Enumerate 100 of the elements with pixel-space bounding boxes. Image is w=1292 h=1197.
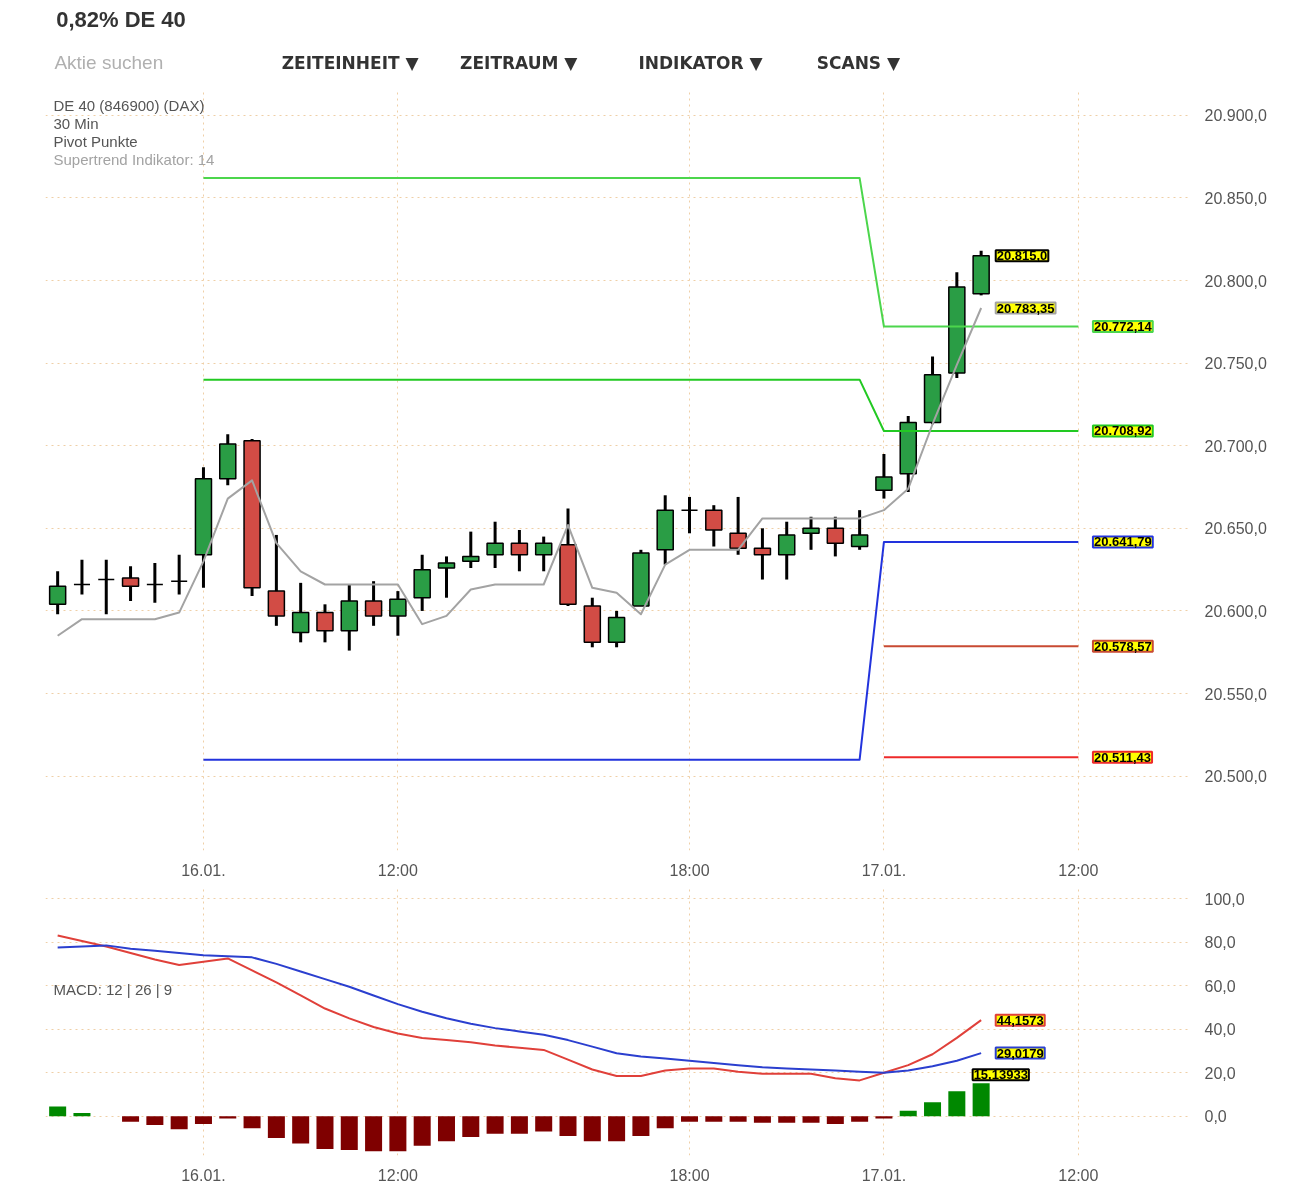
y-tick-label: 0,0 [1204, 1108, 1227, 1126]
bar [510, 1116, 528, 1134]
y-tick-label: 20.850,0 [1204, 189, 1267, 207]
x-tick-label: 12:00 [1058, 1166, 1099, 1184]
bar [924, 1102, 942, 1117]
y-tick-label: 20.600,0 [1204, 602, 1267, 620]
bar [948, 1091, 966, 1117]
bar [365, 1116, 383, 1152]
candlestick [875, 453, 893, 499]
y-tick-label: 20.900,0 [1204, 107, 1267, 125]
bar [875, 1116, 893, 1119]
candlestick [510, 529, 529, 572]
bar [972, 1083, 990, 1117]
bar [437, 1116, 455, 1142]
x-tick-label: 18:00 [669, 861, 710, 879]
candlestick [486, 521, 504, 568]
data-label: 20.772,14 [1093, 319, 1153, 335]
bar [243, 1116, 261, 1129]
y-tick-label: 20.550,0 [1204, 685, 1267, 703]
x-tick-label: 17.01. [861, 861, 907, 879]
x-tick-label: 12:00 [377, 861, 418, 879]
candlestick [729, 495, 747, 555]
y-tick-label: 40,0 [1204, 1021, 1236, 1039]
data-label: 44,1573 [996, 1012, 1044, 1028]
bar [413, 1116, 431, 1146]
bar [583, 1116, 601, 1142]
y-tick-label: 60,0 [1204, 977, 1236, 995]
annotation: Pivot Punkte [53, 132, 138, 150]
candlestick [170, 553, 188, 595]
x-tick-label: 12:00 [377, 1166, 418, 1184]
candlestick [389, 591, 407, 636]
text: ZEITRAUM ▼ [460, 52, 579, 73]
data-label: 20.708,92 [1093, 423, 1152, 439]
text: SCANS ▼ [816, 52, 902, 73]
y-tick-label: 20.750,0 [1204, 355, 1267, 373]
bar [826, 1116, 844, 1124]
text: 0,82% DE 40 [56, 6, 186, 32]
bar [389, 1116, 407, 1152]
text: ZEITEINHEIT ▼ [281, 52, 420, 73]
text: INDIKATOR ▼ [638, 52, 764, 73]
bar [899, 1110, 917, 1117]
y-tick-label: 80,0 [1204, 934, 1236, 952]
text: 30 Min [53, 114, 99, 132]
chart-title: DE 40 (846900) (DAX) [53, 96, 205, 114]
bar [705, 1116, 723, 1122]
bar [656, 1116, 674, 1129]
x-tick-label: 16.01. [181, 861, 226, 879]
data-label: 20.578,57 [1093, 638, 1152, 654]
x-tick-label: 17.01. [861, 1166, 907, 1184]
bar [632, 1116, 650, 1136]
candlestick [73, 559, 91, 595]
bar [146, 1116, 164, 1126]
bar [267, 1116, 285, 1139]
bar [170, 1116, 188, 1130]
bar [851, 1116, 869, 1122]
bar [340, 1116, 358, 1151]
text: MACD: 12 | 26 | 9 [53, 980, 173, 998]
data-label: 29,0179 [996, 1045, 1044, 1061]
bar [559, 1116, 577, 1136]
line-series [56, 307, 983, 637]
candlestick [316, 604, 334, 643]
candlestick [705, 505, 723, 547]
candlestick [753, 528, 772, 580]
bar [219, 1116, 237, 1119]
bar [802, 1116, 820, 1123]
candlestick [680, 495, 699, 534]
y-tick-label: 20.650,0 [1204, 520, 1267, 538]
candlestick [437, 556, 456, 598]
candlestick [97, 559, 116, 616]
bar [608, 1116, 626, 1142]
x-tick-label: 12:00 [1058, 861, 1099, 879]
bar [681, 1116, 699, 1122]
bar [292, 1116, 310, 1144]
candlestick [291, 581, 310, 643]
text: 20.815,0 [996, 248, 1048, 264]
candlestick [850, 510, 869, 550]
y-tick-label: 20.500,0 [1204, 768, 1267, 786]
candlestick [48, 571, 67, 616]
bar [73, 1113, 91, 1117]
x-tick-label: 16.01. [181, 1166, 226, 1184]
y-tick-label: 20,0 [1204, 1064, 1236, 1082]
y-tick-label: 20.700,0 [1204, 437, 1267, 455]
bar [729, 1116, 747, 1122]
data-label: 15,13933 [973, 1067, 1028, 1083]
candlestick [121, 566, 140, 602]
y-tick-label: 100,0 [1204, 890, 1245, 908]
bar [486, 1116, 504, 1134]
y-tick-label: 20.800,0 [1204, 272, 1267, 290]
candlestick [777, 521, 796, 580]
candlestick [146, 563, 164, 603]
bar [122, 1116, 140, 1122]
data-label: 20.783,35 [996, 300, 1055, 316]
data-label: 20.641,79 [1093, 534, 1152, 550]
bar [462, 1116, 480, 1137]
bar [316, 1116, 334, 1149]
x-tick-label: 18:00 [669, 1166, 710, 1184]
bar [194, 1116, 212, 1124]
bar [753, 1116, 771, 1123]
candlestick [534, 536, 553, 572]
bar [535, 1116, 553, 1132]
